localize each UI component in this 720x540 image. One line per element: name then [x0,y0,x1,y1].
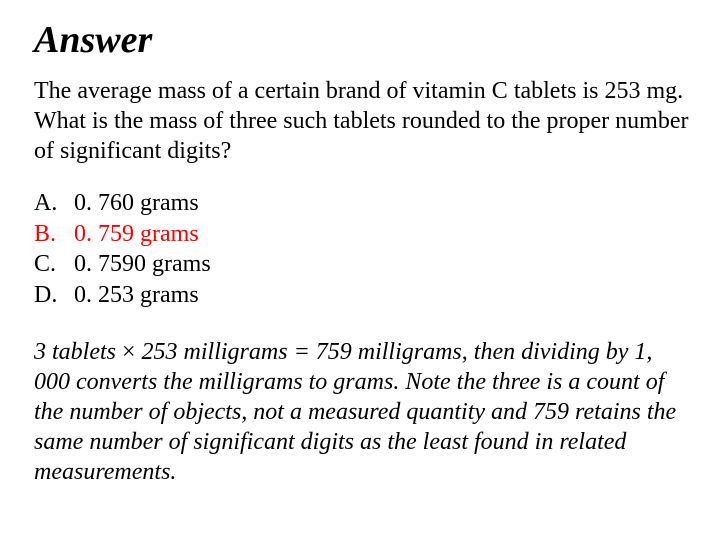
choice-d: D. 0. 253 grams [34,280,692,311]
choice-text: 0. 7590 grams [74,249,211,280]
choices-list: A. 0. 760 grams B. 0. 759 grams C. 0. 75… [34,188,692,311]
choice-text: 0. 760 grams [74,188,199,219]
choice-a: A. 0. 760 grams [34,188,692,219]
page-title: Answer [34,18,692,62]
choice-letter: C. [34,249,74,280]
times-symbol-icon: × [122,339,136,365]
choice-letter: A. [34,188,74,219]
choice-b: B. 0. 759 grams [34,219,692,250]
choice-letter: D. [34,280,74,311]
choice-c: C. 0. 7590 grams [34,249,692,280]
choice-text: 0. 253 grams [74,280,199,311]
choice-text: 0. 759 grams [74,219,199,250]
explanation-pre: 3 tablets [34,339,122,365]
explanation-text: 3 tablets × 253 milligrams = 759 milligr… [34,337,692,487]
question-text: The average mass of a certain brand of v… [34,76,692,166]
choice-letter: B. [34,219,74,250]
